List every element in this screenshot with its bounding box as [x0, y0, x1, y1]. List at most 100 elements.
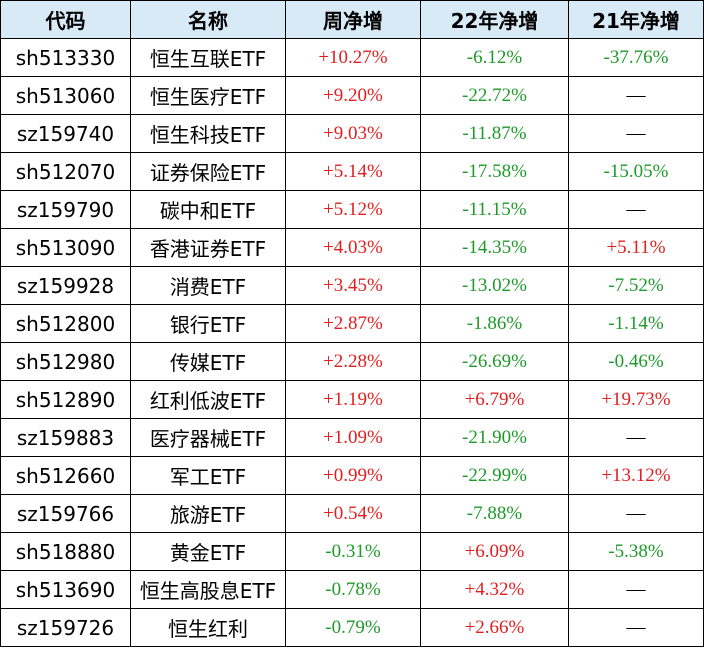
change-cell: -0.79%: [285, 608, 421, 647]
change-cell: -1.86%: [420, 304, 569, 343]
change-cell: -7.88%: [420, 494, 569, 533]
name-cell: 军工ETF: [130, 456, 286, 495]
change-cell: +9.20%: [285, 76, 421, 115]
table-row: sz159790 碳中和ETF +5.12% -11.15% —: [0, 190, 704, 229]
change-cell: +10.27%: [285, 38, 421, 77]
change-cell: +1.19%: [285, 380, 421, 419]
table-row: sh512980 传媒ETF +2.28% -26.69% -0.46%: [0, 342, 704, 381]
name-cell: 红利低波ETF: [130, 380, 286, 419]
name-cell: 香港证券ETF: [130, 228, 286, 267]
code-cell: sh512660: [0, 456, 131, 495]
change-cell: -13.02%: [420, 266, 569, 305]
change-cell: +5.14%: [285, 152, 421, 191]
code-cell: sz159726: [0, 608, 131, 647]
code-cell: sh518880: [0, 532, 131, 571]
name-cell: 消费ETF: [130, 266, 286, 305]
table-row: sh518880 黄金ETF -0.31% +6.09% -5.38%: [0, 532, 704, 571]
change-cell: +0.54%: [285, 494, 421, 533]
header-cell: 22年净增: [420, 0, 569, 39]
header-cell: 周净增: [285, 0, 421, 39]
change-cell: +19.73%: [568, 380, 704, 419]
change-cell: +2.66%: [420, 608, 569, 647]
change-cell: -22.99%: [420, 456, 569, 495]
name-cell: 恒生高股息ETF: [130, 570, 286, 609]
name-cell: 恒生红利: [130, 608, 286, 647]
code-cell: sh513060: [0, 76, 131, 115]
change-cell: +2.28%: [285, 342, 421, 381]
change-cell: -14.35%: [420, 228, 569, 267]
change-cell: -26.69%: [420, 342, 569, 381]
name-cell: 黄金ETF: [130, 532, 286, 571]
table-row: sh513060 恒生医疗ETF +9.20% -22.72% —: [0, 76, 704, 115]
table-row: sh513090 香港证券ETF +4.03% -14.35% +5.11%: [0, 228, 704, 267]
code-cell: sz159766: [0, 494, 131, 533]
change-cell: -37.76%: [568, 38, 704, 77]
code-cell: sh513690: [0, 570, 131, 609]
table-row: sh512890 红利低波ETF +1.19% +6.79% +19.73%: [0, 380, 704, 419]
header-cell: 代码: [0, 0, 131, 39]
change-cell: +6.79%: [420, 380, 569, 419]
table-row: sh512070 证券保险ETF +5.14% -17.58% -15.05%: [0, 152, 704, 191]
code-cell: sh512800: [0, 304, 131, 343]
code-cell: sz159790: [0, 190, 131, 229]
change-cell: +5.12%: [285, 190, 421, 229]
table-row: sz159726 恒生红利 -0.79% +2.66% —: [0, 608, 704, 647]
change-cell: -0.78%: [285, 570, 421, 609]
table-row: sh512660 军工ETF +0.99% -22.99% +13.12%: [0, 456, 704, 495]
change-cell: -11.87%: [420, 114, 569, 153]
name-cell: 医疗器械ETF: [130, 418, 286, 457]
change-cell: —: [568, 114, 704, 153]
change-cell: +6.09%: [420, 532, 569, 571]
name-cell: 恒生医疗ETF: [130, 76, 286, 115]
header-row: 代码 名称 周净增 22年净增 21年净增: [0, 0, 704, 39]
change-cell: —: [568, 494, 704, 533]
code-cell: sh513090: [0, 228, 131, 267]
name-cell: 恒生科技ETF: [130, 114, 286, 153]
table-row: sz159928 消费ETF +3.45% -13.02% -7.52%: [0, 266, 704, 305]
change-cell: -0.46%: [568, 342, 704, 381]
change-cell: —: [568, 608, 704, 647]
change-cell: +4.32%: [420, 570, 569, 609]
table-body: sh513330 恒生互联ETF +10.27% -6.12% -37.76% sh513…: [0, 38, 704, 647]
code-cell: sz159883: [0, 418, 131, 457]
name-cell: 碳中和ETF: [130, 190, 286, 229]
change-cell: +13.12%: [568, 456, 704, 495]
header-cell: 名称: [130, 0, 286, 39]
code-cell: sh512890: [0, 380, 131, 419]
change-cell: +2.87%: [285, 304, 421, 343]
name-cell: 证券保险ETF: [130, 152, 286, 191]
change-cell: +4.03%: [285, 228, 421, 267]
code-cell: sz159740: [0, 114, 131, 153]
change-cell: -7.52%: [568, 266, 704, 305]
header-cell: 21年净增: [568, 0, 704, 39]
table-row: sh513690 恒生高股息ETF -0.78% +4.32% —: [0, 570, 704, 609]
code-cell: sh513330: [0, 38, 131, 77]
table-row: sz159766 旅游ETF +0.54% -7.88% —: [0, 494, 704, 533]
change-cell: +5.11%: [568, 228, 704, 267]
change-cell: -21.90%: [420, 418, 569, 457]
change-cell: -22.72%: [420, 76, 569, 115]
change-cell: +3.45%: [285, 266, 421, 305]
code-cell: sh512070: [0, 152, 131, 191]
change-cell: —: [568, 418, 704, 457]
table-row: sh513330 恒生互联ETF +10.27% -6.12% -37.76%: [0, 38, 704, 77]
code-cell: sh512980: [0, 342, 131, 381]
change-cell: +0.99%: [285, 456, 421, 495]
name-cell: 银行ETF: [130, 304, 286, 343]
change-cell: —: [568, 76, 704, 115]
change-cell: +9.03%: [285, 114, 421, 153]
change-cell: -5.38%: [568, 532, 704, 571]
change-cell: +1.09%: [285, 418, 421, 457]
table-row: sh512800 银行ETF +2.87% -1.86% -1.14%: [0, 304, 704, 343]
name-cell: 恒生互联ETF: [130, 38, 286, 77]
change-cell: —: [568, 190, 704, 229]
code-cell: sz159928: [0, 266, 131, 305]
change-cell: -17.58%: [420, 152, 569, 191]
table-row: sz159740 恒生科技ETF +9.03% -11.87% —: [0, 114, 704, 153]
change-cell: —: [568, 570, 704, 609]
change-cell: -1.14%: [568, 304, 704, 343]
change-cell: -0.31%: [285, 532, 421, 571]
change-cell: -6.12%: [420, 38, 569, 77]
